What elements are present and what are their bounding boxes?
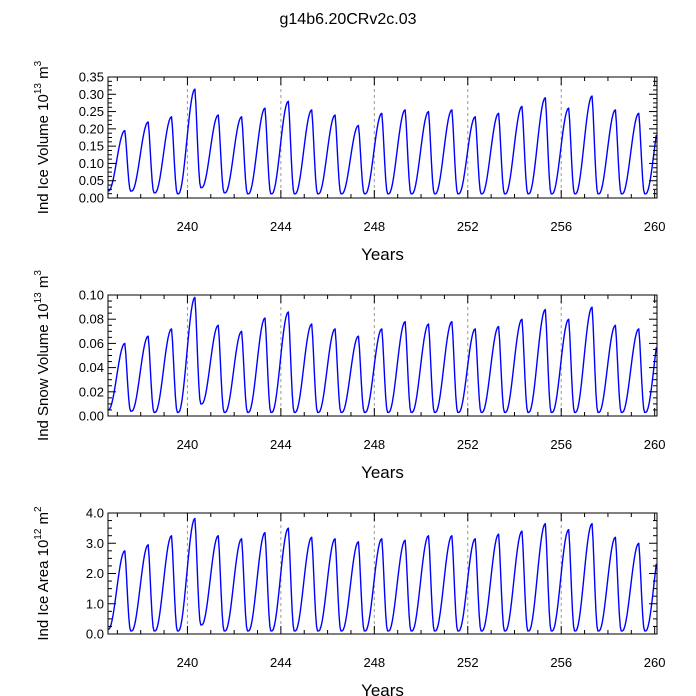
ytick-label-ice-volume-5: 0.25 (79, 104, 104, 119)
xtick-label-ice-area-4: 256 (550, 655, 572, 670)
y-axis-label-ice-area: Ind Ice Area 1012 m2 (33, 506, 52, 641)
x-axis-label-ice-volume: Years (361, 245, 404, 264)
series-line-ice-area (108, 517, 657, 632)
xtick-label-ice-volume-5: 260 (644, 219, 666, 234)
ytick-label-ice-area-4: 4.0 (86, 506, 104, 521)
y-axis-label-main: Ind Ice Area 10 (35, 540, 52, 641)
xtick-label-ice-area-2: 248 (363, 655, 385, 670)
xtick-label-snow-volume-5: 260 (644, 437, 666, 452)
x-axis-label-ice-area: Years (361, 681, 404, 696)
panel-ice-volume: 240 244 248 252 256 260 0.00 0.05 0.10 0.15 0.20 0.… (33, 60, 666, 264)
xtick-label-ice-volume-1: 244 (270, 219, 292, 234)
y-axis-label-unit-power: 3 (33, 60, 44, 66)
series-line-ice-volume (108, 88, 657, 195)
xtick-label-ice-volume-0: 240 (177, 219, 199, 234)
ytick-label-snow-volume-1: 0.02 (79, 384, 104, 399)
plot-frame-ice-volume (107, 76, 658, 199)
y-axis-label-snow-volume: Ind Snow Volume 1013 m3 (33, 270, 52, 441)
panel-ice-area: 240 244 248 252 256 260 0.0 1.0 2.0 3.0 4.0 Years In… (33, 506, 666, 696)
ytick-label-ice-volume-4: 0.20 (79, 121, 104, 136)
ytick-label-snow-volume-5: 0.10 (79, 288, 104, 303)
panel-snow-volume: 240 244 248 252 256 260 0.00 0.02 0.04 0.06 0.08 0.… (33, 270, 666, 482)
ytick-label-ice-area-0: 0.0 (86, 627, 104, 642)
xtick-label-snow-volume-1: 244 (270, 437, 292, 452)
xtick-label-ice-volume-3: 252 (457, 219, 479, 234)
xtick-label-snow-volume-0: 240 (177, 437, 199, 452)
xtick-label-ice-volume-2: 248 (363, 219, 385, 234)
ytick-label-ice-volume-1: 0.05 (79, 173, 104, 188)
y-axis-label-unit-power: 2 (33, 506, 44, 512)
y-axis-label-unit: m (35, 276, 52, 293)
x-axis-label-snow-volume: Years (361, 463, 404, 482)
series-line-snow-volume (108, 296, 657, 414)
xtick-label-ice-area-3: 252 (457, 655, 479, 670)
xtick-label-ice-volume-4: 256 (550, 219, 572, 234)
ytick-label-ice-volume-3: 0.15 (79, 139, 104, 154)
ytick-label-ice-area-1: 1.0 (86, 596, 104, 611)
y-axis-label-unit: m (35, 512, 52, 529)
ytick-label-snow-volume-0: 0.00 (79, 409, 104, 424)
y-axis-label-ice-volume: Ind Ice Volume 1013 m3 (33, 60, 52, 214)
y-axis-label-exponent: 13 (33, 292, 44, 304)
y-axis-label-exponent: 13 (33, 83, 44, 95)
xtick-label-snow-volume-2: 248 (363, 437, 385, 452)
xtick-label-snow-volume-3: 252 (457, 437, 479, 452)
figure-title: g14b6.20CRv2c.03 (280, 11, 417, 28)
ytick-label-ice-volume-0: 0.00 (79, 191, 104, 206)
panels: 240 244 248 252 256 260 0.00 0.05 0.10 0.15 0.20 0.… (33, 60, 666, 696)
ytick-label-ice-volume-7: 0.35 (79, 70, 104, 85)
y-axis-label-unit-power: 3 (33, 270, 44, 276)
xtick-label-ice-area-0: 240 (177, 655, 199, 670)
xtick-label-ice-area-1: 244 (270, 655, 292, 670)
y-axis-label-unit: m (35, 66, 52, 83)
y-axis-label-exponent: 12 (33, 528, 44, 540)
ytick-label-snow-volume-2: 0.04 (79, 360, 104, 375)
xtick-label-ice-area-5: 260 (644, 655, 666, 670)
y-axis-label-main: Ind Ice Volume 10 (35, 94, 52, 214)
y-axis-label-main: Ind Snow Volume 10 (35, 303, 52, 441)
ytick-label-ice-area-2: 2.0 (86, 566, 104, 581)
xtick-label-snow-volume-4: 256 (550, 437, 572, 452)
ytick-label-ice-volume-6: 0.30 (79, 87, 104, 102)
ytick-label-snow-volume-3: 0.06 (79, 336, 104, 351)
ytick-label-ice-area-3: 3.0 (86, 536, 104, 551)
ytick-label-snow-volume-4: 0.08 (79, 312, 104, 327)
plot-frame-ice-area (107, 512, 658, 635)
ytick-label-ice-volume-2: 0.10 (79, 156, 104, 171)
